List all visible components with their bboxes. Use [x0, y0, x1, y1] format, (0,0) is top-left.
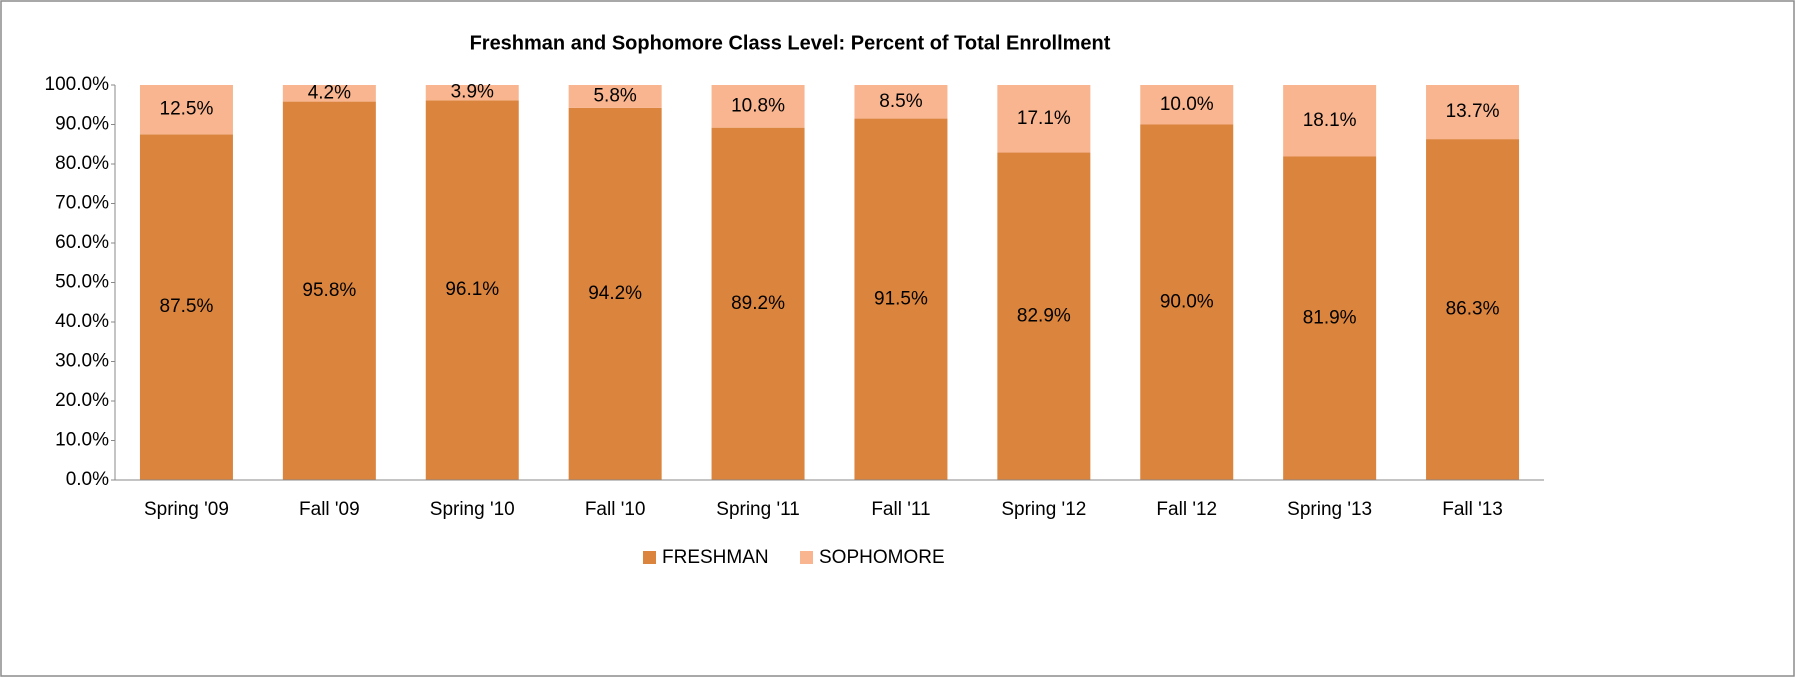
- data-label: 81.9%: [1303, 307, 1357, 328]
- bar-segment: [282, 85, 376, 102]
- bar-segment: [282, 101, 376, 480]
- data-label: 17.1%: [1017, 108, 1071, 129]
- bar-segment: [139, 134, 233, 480]
- y-tick-label: 0.0%: [66, 469, 109, 490]
- data-label: 5.8%: [593, 85, 636, 106]
- bar-segment: [854, 85, 948, 119]
- x-tick-label: Fall '12: [1156, 499, 1217, 520]
- bar-segment: [1426, 139, 1520, 481]
- legend-label: FRESHMAN: [662, 547, 769, 568]
- bar-segment: [1426, 85, 1520, 140]
- chart-title: Freshman and Sophomore Class Level: Perc…: [470, 32, 1111, 54]
- data-label: 12.5%: [160, 99, 214, 120]
- bar-segment: [711, 127, 805, 480]
- y-tick-label: 20.0%: [55, 390, 109, 411]
- x-tick-label: Spring '09: [144, 499, 229, 520]
- data-label: 18.1%: [1303, 110, 1357, 131]
- data-label: 96.1%: [445, 279, 499, 300]
- y-tick-label: 80.0%: [55, 153, 109, 174]
- data-label: 86.3%: [1446, 299, 1500, 320]
- y-tick-label: 40.0%: [55, 311, 109, 332]
- y-tick-label: 100.0%: [45, 74, 110, 95]
- x-tick-label: Spring '10: [430, 499, 515, 520]
- x-tick-label: Fall '11: [871, 499, 930, 520]
- bar-segment: [425, 85, 519, 101]
- bar-segment: [854, 118, 948, 480]
- y-tick-label: 90.0%: [55, 114, 109, 135]
- data-label: 94.2%: [588, 283, 642, 304]
- data-label: 95.8%: [302, 280, 356, 301]
- data-label: 89.2%: [731, 293, 785, 314]
- data-label: 8.5%: [879, 91, 922, 112]
- data-label: 3.9%: [451, 82, 494, 103]
- data-label: 82.9%: [1017, 305, 1071, 326]
- x-tick-label: Spring '11: [716, 499, 800, 520]
- y-tick-label: 10.0%: [55, 430, 109, 451]
- legend-swatch: [643, 551, 656, 564]
- x-tick-label: Fall '09: [299, 499, 360, 520]
- data-label: 91.5%: [874, 288, 928, 309]
- x-tick-label: Spring '12: [1001, 499, 1086, 520]
- data-label: 10.0%: [1160, 94, 1214, 115]
- y-tick-label: 60.0%: [55, 232, 109, 253]
- bar-segment: [1140, 124, 1234, 480]
- bar-segment: [568, 107, 662, 480]
- bar-segment: [711, 85, 805, 128]
- bar-segment: [425, 100, 519, 480]
- x-tick-label: Spring '13: [1287, 499, 1372, 520]
- bar-segment: [568, 85, 662, 108]
- x-tick-label: Fall '10: [585, 499, 646, 520]
- y-tick-label: 30.0%: [55, 351, 109, 372]
- bar-segment: [139, 85, 233, 135]
- data-label: 13.7%: [1446, 101, 1500, 122]
- data-label: 4.2%: [308, 82, 351, 103]
- data-label: 87.5%: [160, 296, 214, 317]
- y-tick-label: 50.0%: [55, 272, 109, 293]
- legend-swatch: [800, 551, 813, 564]
- data-label: 10.8%: [731, 95, 785, 116]
- bar-segment: [997, 152, 1091, 481]
- y-tick-label: 70.0%: [55, 193, 109, 214]
- bar-segment: [1283, 85, 1377, 157]
- x-tick-label: Fall '13: [1442, 499, 1503, 520]
- bar-segment: [997, 85, 1091, 153]
- legend-label: SOPHOMORE: [819, 547, 945, 568]
- bar-segment: [1140, 85, 1234, 125]
- bar-segment: [1283, 156, 1377, 480]
- data-label: 90.0%: [1160, 291, 1214, 312]
